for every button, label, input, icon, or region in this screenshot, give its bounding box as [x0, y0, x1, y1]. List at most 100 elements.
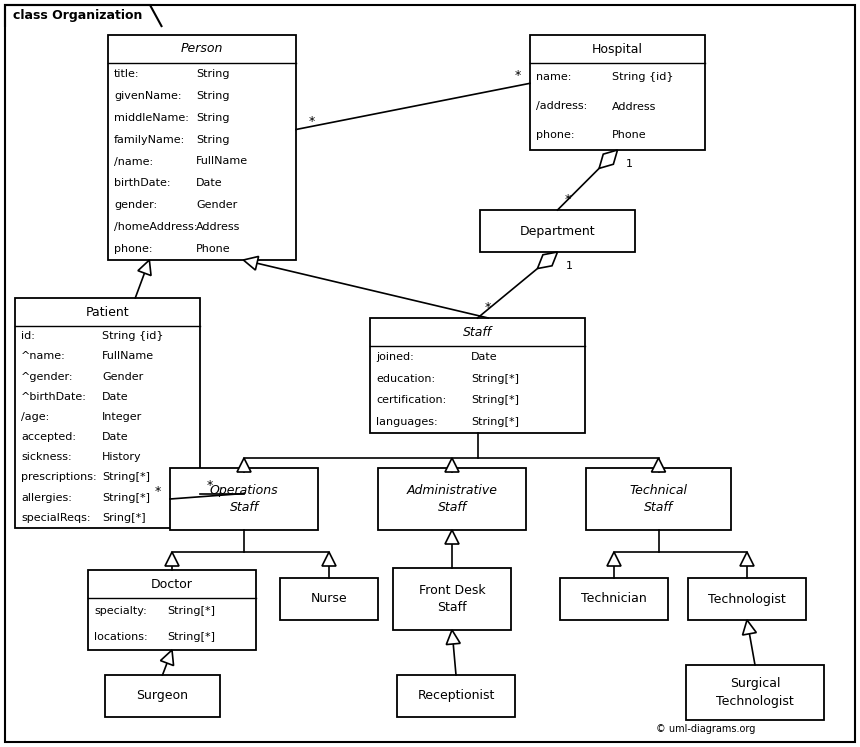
Text: Date: Date — [102, 432, 129, 442]
Polygon shape — [445, 530, 459, 544]
Text: String {id}: String {id} — [612, 72, 673, 82]
Text: *: * — [207, 479, 213, 492]
Text: String: String — [196, 134, 230, 145]
Text: Phone: Phone — [196, 244, 231, 254]
Text: specialty:: specialty: — [94, 606, 147, 616]
Polygon shape — [322, 552, 336, 566]
Text: familyName:: familyName: — [114, 134, 185, 145]
Text: specialReqs:: specialReqs: — [21, 513, 90, 523]
Text: *: * — [564, 193, 571, 206]
Polygon shape — [237, 458, 251, 472]
Text: *: * — [515, 69, 521, 82]
Text: phone:: phone: — [114, 244, 152, 254]
Text: Integer: Integer — [102, 412, 142, 422]
Text: *: * — [155, 485, 161, 498]
Text: ^gender:: ^gender: — [21, 371, 73, 382]
Polygon shape — [445, 458, 459, 472]
Text: *: * — [484, 302, 490, 314]
Text: Phone: Phone — [612, 131, 647, 140]
Text: Front Desk
Staff: Front Desk Staff — [419, 584, 485, 614]
Text: © uml-diagrams.org: © uml-diagrams.org — [655, 724, 755, 734]
Bar — [480, 210, 635, 252]
Text: 1: 1 — [566, 261, 573, 271]
Polygon shape — [165, 552, 179, 566]
Text: certification:: certification: — [376, 395, 446, 406]
Polygon shape — [740, 552, 754, 566]
Text: Technician: Technician — [581, 592, 647, 606]
Text: String[*]: String[*] — [102, 493, 150, 503]
Text: ^name:: ^name: — [21, 351, 65, 362]
Text: Receptionist: Receptionist — [417, 689, 494, 702]
Text: String[*]: String[*] — [471, 395, 519, 406]
Bar — [108, 35, 296, 260]
Polygon shape — [607, 552, 621, 566]
Text: FullName: FullName — [196, 157, 249, 167]
Polygon shape — [446, 630, 460, 645]
Text: Address: Address — [612, 102, 657, 111]
Bar — [88, 570, 256, 650]
Text: String[*]: String[*] — [102, 473, 150, 483]
Bar — [586, 468, 731, 530]
Text: Nurse: Nurse — [310, 592, 347, 606]
Polygon shape — [652, 458, 666, 472]
Text: Surgeon: Surgeon — [137, 689, 188, 702]
Text: String: String — [196, 91, 230, 101]
Text: String {id}: String {id} — [102, 331, 163, 341]
Text: Administrative
Staff: Administrative Staff — [407, 484, 497, 514]
Text: /name:: /name: — [114, 157, 153, 167]
Text: Surgical
Technologist: Surgical Technologist — [716, 678, 794, 707]
Text: title:: title: — [114, 69, 139, 79]
Text: middleName:: middleName: — [114, 113, 189, 123]
Text: Doctor: Doctor — [151, 577, 193, 590]
Text: givenName:: givenName: — [114, 91, 181, 101]
Bar — [280, 578, 378, 620]
Text: Technologist: Technologist — [708, 592, 786, 606]
Bar — [378, 468, 526, 530]
Text: languages:: languages: — [376, 417, 438, 427]
Text: String: String — [196, 113, 230, 123]
Text: Sring[*]: Sring[*] — [102, 513, 145, 523]
Text: /age:: /age: — [21, 412, 49, 422]
Text: *: * — [309, 115, 315, 128]
Text: String: String — [196, 69, 230, 79]
Bar — [397, 675, 515, 717]
Polygon shape — [138, 260, 151, 276]
Text: Date: Date — [196, 179, 223, 188]
Text: class Organization: class Organization — [13, 10, 143, 22]
Text: id:: id: — [21, 331, 35, 341]
Text: String[*]: String[*] — [471, 417, 519, 427]
Text: Department: Department — [519, 225, 595, 238]
Text: birthDate:: birthDate: — [114, 179, 170, 188]
Bar — [105, 675, 220, 717]
Text: String[*]: String[*] — [471, 374, 519, 384]
Text: education:: education: — [376, 374, 435, 384]
Text: gender:: gender: — [114, 200, 157, 210]
Text: Staff: Staff — [463, 326, 492, 338]
Text: Operations
Staff: Operations Staff — [210, 484, 279, 514]
Text: Date: Date — [471, 352, 498, 362]
Text: Hospital: Hospital — [592, 43, 643, 55]
Text: allergies:: allergies: — [21, 493, 72, 503]
Text: Gender: Gender — [196, 200, 237, 210]
Text: Patient: Patient — [86, 306, 129, 318]
Text: /homeAddress:: /homeAddress: — [114, 222, 198, 232]
Text: Gender: Gender — [102, 371, 144, 382]
Text: Technical
Staff: Technical Staff — [630, 484, 687, 514]
Text: History: History — [102, 452, 142, 462]
Polygon shape — [243, 256, 259, 270]
Text: Address: Address — [196, 222, 241, 232]
Bar — [688, 578, 806, 620]
Bar — [170, 468, 318, 530]
Polygon shape — [538, 252, 557, 268]
Text: joined:: joined: — [376, 352, 414, 362]
Text: String[*]: String[*] — [167, 606, 215, 616]
Bar — [560, 578, 668, 620]
Bar — [393, 568, 511, 630]
Polygon shape — [742, 620, 756, 635]
Text: Person: Person — [181, 43, 224, 55]
Text: String[*]: String[*] — [167, 632, 215, 642]
Text: prescriptions:: prescriptions: — [21, 473, 96, 483]
Text: sickness:: sickness: — [21, 452, 71, 462]
Text: Date: Date — [102, 391, 129, 402]
Text: /address:: /address: — [536, 102, 587, 111]
